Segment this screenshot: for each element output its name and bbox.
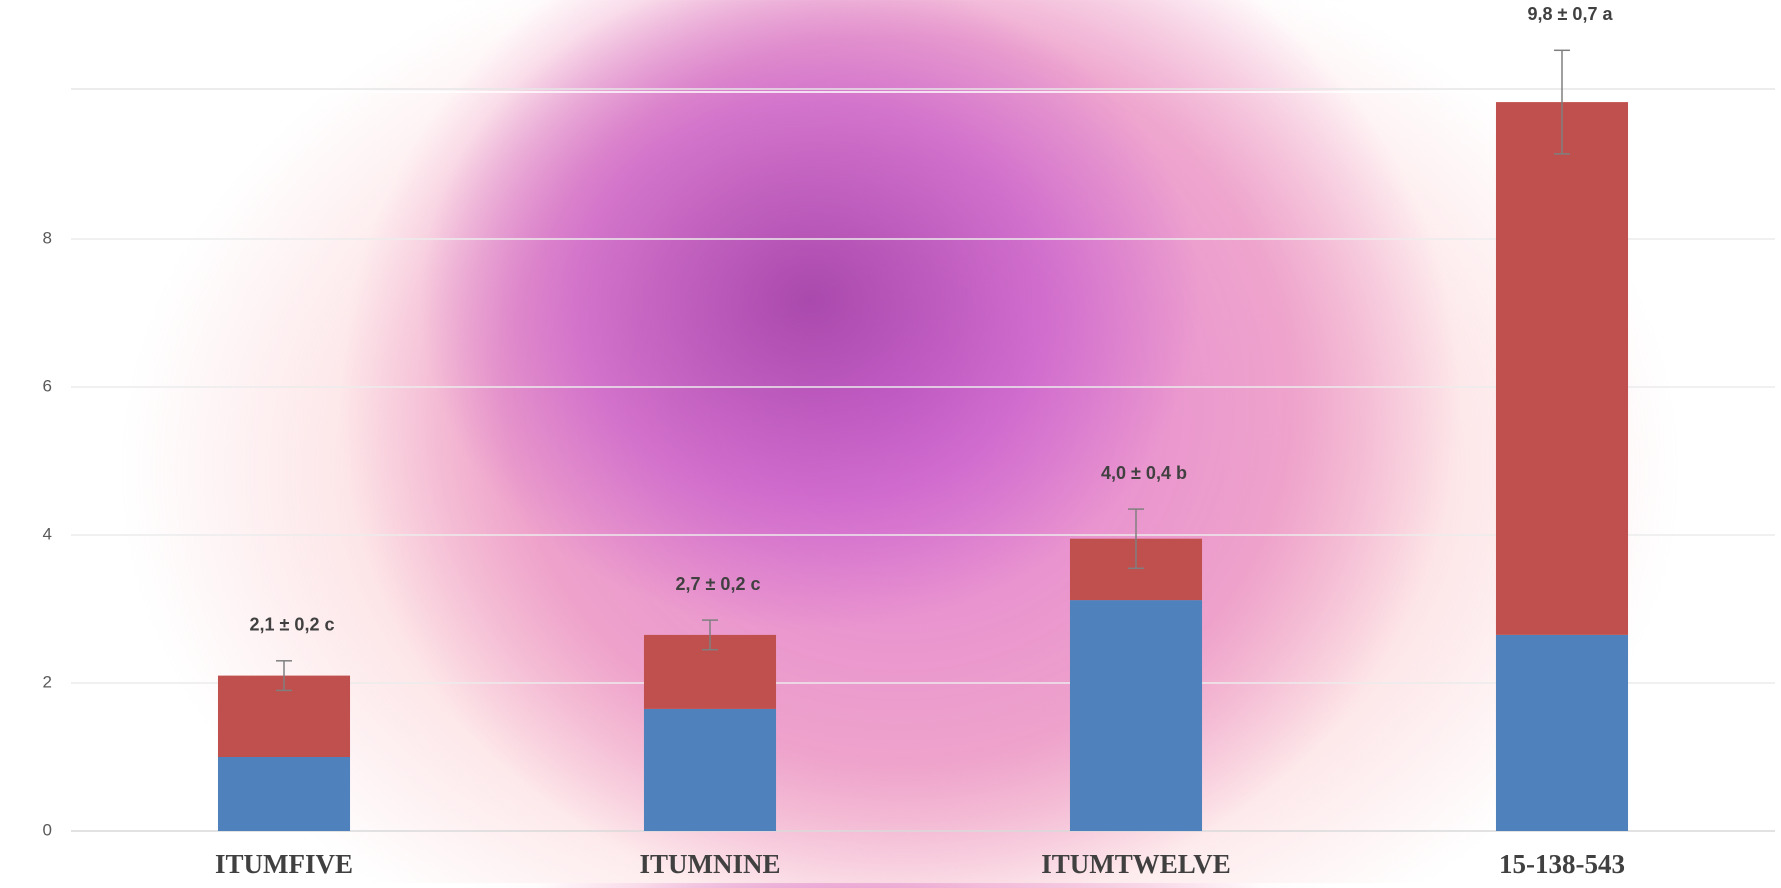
- bar-segment: [643, 708, 777, 831]
- value-label: 9,8 ± 0,7 a: [1528, 4, 1614, 24]
- x-tick-label: ITUMNINE: [639, 849, 780, 879]
- x-tick-label: ITUMTWELVE: [1041, 849, 1231, 879]
- bar-segment: [1069, 600, 1203, 831]
- bar-segment: [217, 757, 351, 831]
- y-tick-label: 6: [43, 376, 52, 395]
- x-tick-label: ITUMFIVE: [215, 849, 353, 879]
- y-tick-label: 2: [43, 672, 52, 691]
- bar-segment: [1495, 102, 1629, 635]
- x-tick-label: 15-138-543: [1499, 849, 1625, 879]
- y-tick-label: 4: [43, 524, 52, 543]
- value-label: 4,0 ± 0,4 b: [1101, 463, 1187, 483]
- y-tick-label: 0: [43, 820, 52, 839]
- y-tick-label: 8: [43, 228, 52, 247]
- value-label: 2,7 ± 0,2 c: [676, 574, 761, 594]
- bar-segment: [1495, 634, 1629, 831]
- value-label: 2,1 ± 0,2 c: [250, 615, 335, 635]
